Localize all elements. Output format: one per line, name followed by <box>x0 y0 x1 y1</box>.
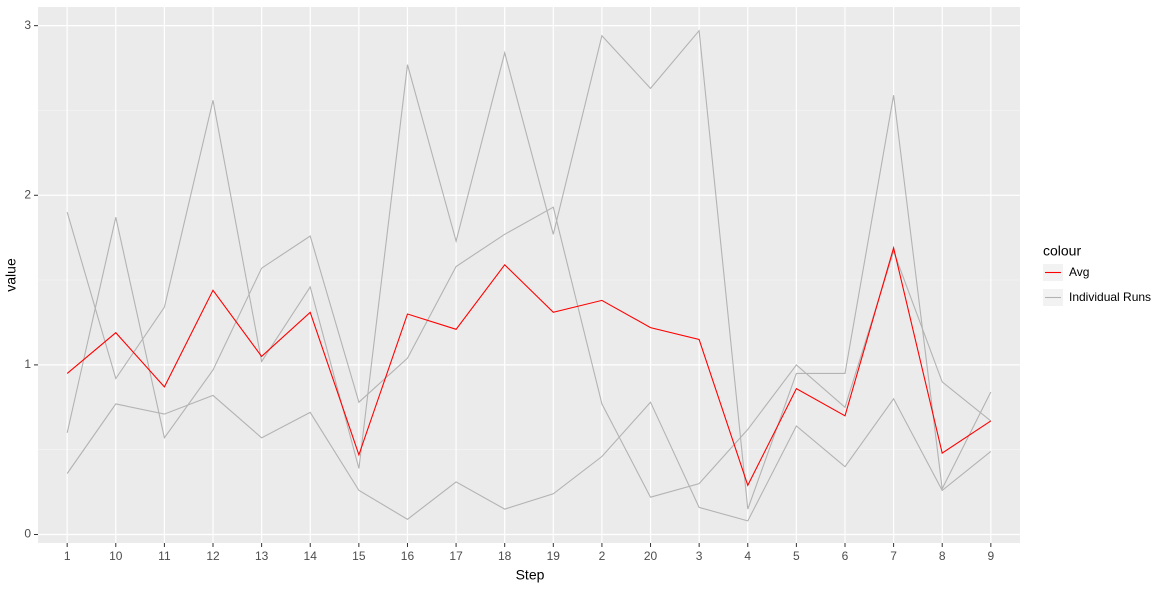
x-axis-label: Step <box>516 567 545 583</box>
x-tick-label: 20 <box>644 549 658 563</box>
x-tick-label: 1 <box>64 549 71 563</box>
legend-label: Individual Runs <box>1069 290 1151 304</box>
x-tick-label: 13 <box>255 549 269 563</box>
legend-label: Avg <box>1069 265 1089 279</box>
y-tick-label: 0 <box>24 527 31 541</box>
x-tick-label: 4 <box>744 549 751 563</box>
x-tick-label: 10 <box>109 549 123 563</box>
series-line <box>66 245 992 487</box>
series-line <box>66 394 992 522</box>
x-tick-label: 11 <box>158 549 171 563</box>
x-tick-label: 2 <box>599 549 606 563</box>
x-tick-label: 15 <box>352 549 366 563</box>
plot-background <box>38 7 1020 543</box>
x-tick-label: 19 <box>547 549 561 563</box>
y-axis-label: value <box>3 258 19 292</box>
x-tick-label: 12 <box>206 549 220 563</box>
y-tick-label: 2 <box>24 187 31 201</box>
x-tick-label: 18 <box>498 549 512 563</box>
y-tick-label: 3 <box>24 18 31 32</box>
x-tick-label: 16 <box>401 549 415 563</box>
x-tick-label: 6 <box>842 549 849 563</box>
x-tick-label: 7 <box>890 549 897 563</box>
x-tick-label: 14 <box>304 549 318 563</box>
x-tick-label: 5 <box>793 549 800 563</box>
series-line <box>66 206 992 498</box>
series-line <box>66 29 992 510</box>
legend-title: colour <box>1043 243 1081 259</box>
x-tick-label: 3 <box>696 549 703 563</box>
y-tick-label: 1 <box>24 357 31 371</box>
x-tick-label: 8 <box>939 549 946 563</box>
x-tick-label: 17 <box>449 549 463 563</box>
x-tick-label: 9 <box>987 549 994 563</box>
